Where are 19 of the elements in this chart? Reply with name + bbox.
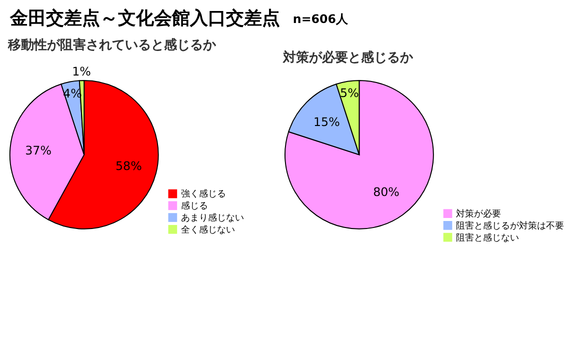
data-label: 15% xyxy=(313,115,340,130)
text: n=606人 xyxy=(292,12,350,26)
data-label: 58% xyxy=(116,159,142,174)
data-label: 1% xyxy=(72,64,91,79)
data-label: 80% xyxy=(373,184,400,199)
chart-title: 対策が必要と感じるか xyxy=(282,50,414,66)
legend-label: あまり感じない xyxy=(181,212,244,224)
chart-title: 金田交差点～文化会館入口交差点 xyxy=(8,8,280,30)
pie-slice xyxy=(288,84,360,156)
legend-label: 強く感じる xyxy=(181,188,226,200)
legend-label: 感じる xyxy=(181,200,208,212)
data-label: 5% xyxy=(340,86,359,100)
legend-label: 阻害と感じるが対策は不要 xyxy=(456,220,564,232)
legend-label: 阻害と感じない xyxy=(456,232,520,244)
legend-label: 全く感じない xyxy=(181,224,236,236)
pie-slice xyxy=(284,80,434,230)
chart-subtitle: 移動性が阻害されていると感じるか xyxy=(6,36,217,53)
legend-label: 対策が必要 xyxy=(456,208,502,220)
data-label: 37% xyxy=(25,143,52,158)
